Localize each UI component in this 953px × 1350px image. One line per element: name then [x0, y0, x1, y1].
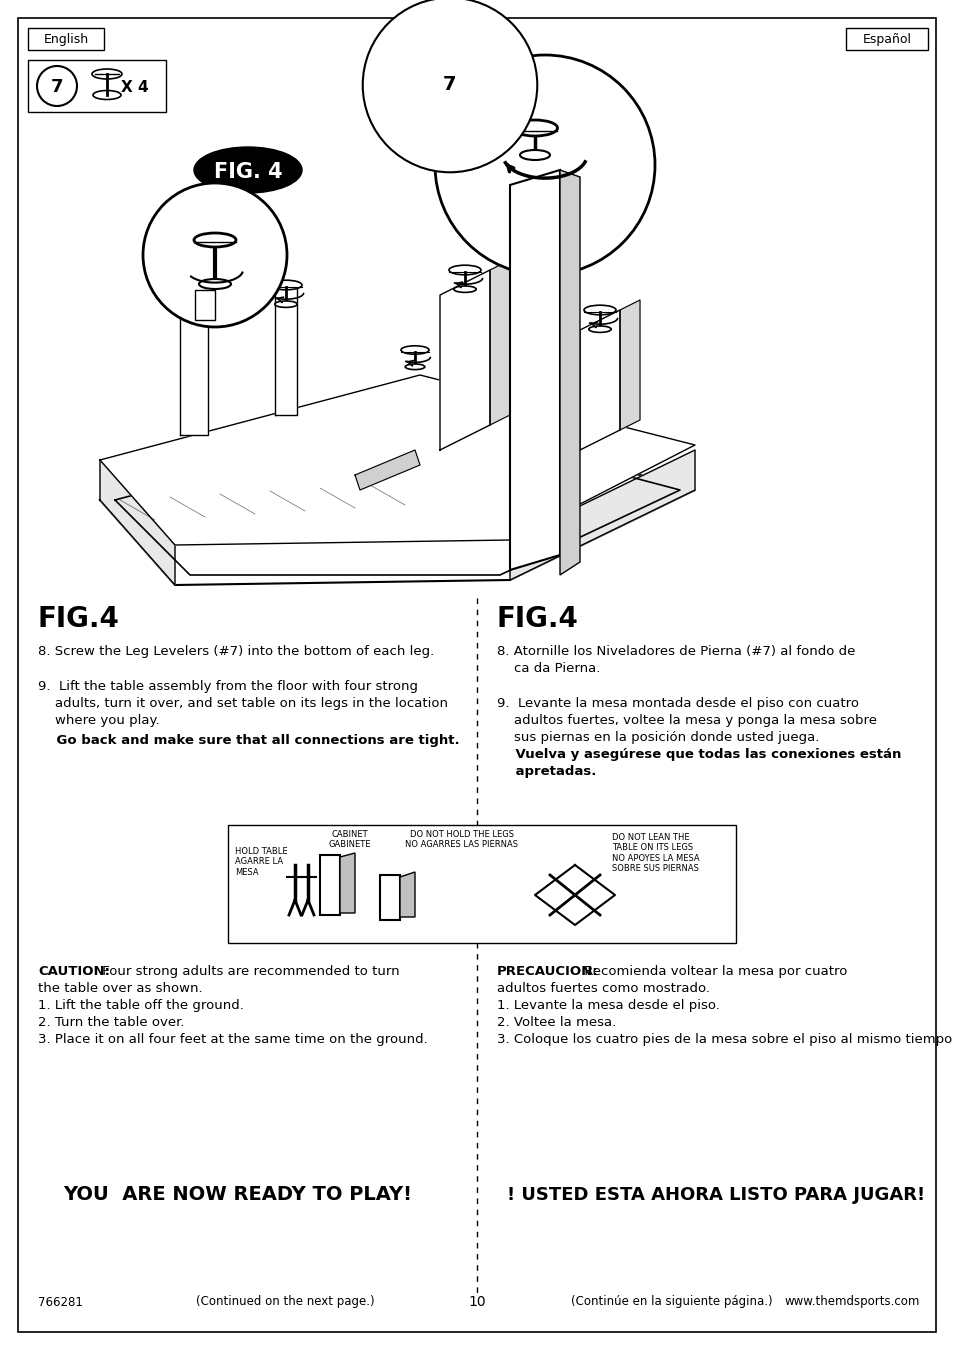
- Text: 7: 7: [443, 76, 456, 95]
- Text: (Continued on the next page.): (Continued on the next page.): [195, 1296, 374, 1308]
- Text: Four strong adults are recommended to turn: Four strong adults are recommended to tu…: [98, 965, 399, 977]
- Text: HOLD TABLE
AGARRE LA
MESA: HOLD TABLE AGARRE LA MESA: [234, 846, 287, 876]
- Text: 1. Lift the table off the ground.: 1. Lift the table off the ground.: [38, 999, 244, 1012]
- Ellipse shape: [449, 265, 480, 275]
- Polygon shape: [559, 170, 579, 575]
- Text: Go back and make sure that all connections are tight.: Go back and make sure that all connectio…: [38, 734, 459, 747]
- Text: FIG.4: FIG.4: [38, 605, 120, 633]
- Polygon shape: [510, 450, 695, 580]
- Text: adultos fuertes, voltee la mesa y ponga la mesa sobre: adultos fuertes, voltee la mesa y ponga …: [497, 714, 876, 728]
- Text: 3. Coloque los cuatro pies de la mesa sobre el piso al mismo tiempo.: 3. Coloque los cuatro pies de la mesa so…: [497, 1033, 953, 1046]
- Text: CAUTION:: CAUTION:: [38, 965, 110, 977]
- Text: adultos fuertes como mostrado.: adultos fuertes como mostrado.: [497, 981, 709, 995]
- Polygon shape: [399, 872, 415, 917]
- Text: 9.  Levante la mesa montada desde el piso con cuatro: 9. Levante la mesa montada desde el piso…: [497, 697, 858, 710]
- Ellipse shape: [512, 120, 557, 136]
- Text: ca da Pierna.: ca da Pierna.: [497, 662, 599, 675]
- Ellipse shape: [274, 301, 297, 308]
- Text: FIG. 4: FIG. 4: [213, 162, 282, 182]
- Text: CABINET
GABINETE: CABINET GABINETE: [329, 830, 371, 849]
- Ellipse shape: [583, 305, 616, 315]
- Polygon shape: [194, 290, 214, 320]
- Polygon shape: [439, 270, 490, 450]
- Bar: [845, 28, 927, 50]
- Polygon shape: [510, 170, 559, 570]
- Ellipse shape: [178, 265, 210, 275]
- Ellipse shape: [519, 150, 550, 161]
- Text: 766281: 766281: [38, 1296, 83, 1308]
- Ellipse shape: [193, 147, 302, 193]
- Text: YOU  ARE NOW READY TO PLAY!: YOU ARE NOW READY TO PLAY!: [64, 1185, 412, 1204]
- Text: X 4: X 4: [121, 80, 149, 94]
- Ellipse shape: [588, 325, 611, 332]
- Polygon shape: [490, 261, 510, 425]
- Circle shape: [435, 55, 655, 275]
- Polygon shape: [379, 875, 399, 919]
- Text: 3. Place it on all four feet at the same time on the ground.: 3. Place it on all four feet at the same…: [38, 1033, 427, 1046]
- Text: the table over as shown.: the table over as shown.: [38, 981, 202, 995]
- Text: 7: 7: [51, 78, 63, 96]
- Text: FIG.4: FIG.4: [497, 605, 578, 633]
- Polygon shape: [535, 865, 615, 925]
- Text: PRECAUCION:: PRECAUCION:: [497, 965, 598, 977]
- Polygon shape: [274, 285, 296, 414]
- Text: DO NOT LEAN THE
TABLE ON ITS LEGS
NO APOYES LA MESA
SOBRE SUS PIERNAS: DO NOT LEAN THE TABLE ON ITS LEGS NO APO…: [612, 833, 699, 873]
- Text: English: English: [44, 34, 89, 46]
- Ellipse shape: [400, 346, 429, 354]
- Text: Recomienda voltear la mesa por cuatro: Recomienda voltear la mesa por cuatro: [579, 965, 846, 977]
- Text: adults, turn it over, and set table on its legs in the location: adults, turn it over, and set table on i…: [38, 697, 448, 710]
- Ellipse shape: [270, 281, 302, 290]
- Text: 2. Turn the table over.: 2. Turn the table over.: [38, 1017, 184, 1029]
- Text: 9.  Lift the table assembly from the floor with four strong: 9. Lift the table assembly from the floo…: [38, 680, 417, 693]
- Polygon shape: [180, 270, 208, 435]
- Ellipse shape: [454, 286, 476, 293]
- Polygon shape: [115, 420, 679, 575]
- Text: ! USTED ESTA AHORA LISTO PARA JUGAR!: ! USTED ESTA AHORA LISTO PARA JUGAR!: [506, 1187, 924, 1204]
- Polygon shape: [100, 414, 695, 585]
- Circle shape: [143, 184, 287, 327]
- Text: 8. Atornille los Niveladores de Pierna (#7) al fondo de: 8. Atornille los Niveladores de Pierna (…: [497, 645, 855, 657]
- Text: (Continúe en la siguiente página.): (Continúe en la siguiente página.): [571, 1296, 772, 1308]
- Polygon shape: [100, 460, 174, 585]
- Polygon shape: [100, 375, 695, 545]
- Ellipse shape: [92, 90, 121, 100]
- Ellipse shape: [183, 286, 205, 293]
- Polygon shape: [619, 300, 639, 431]
- Bar: [228, 825, 735, 944]
- Ellipse shape: [91, 69, 122, 80]
- Ellipse shape: [405, 364, 424, 370]
- Text: 10: 10: [468, 1295, 485, 1309]
- Polygon shape: [579, 310, 619, 450]
- Text: where you play.: where you play.: [38, 714, 159, 728]
- Text: 1. Levante la mesa desde el piso.: 1. Levante la mesa desde el piso.: [497, 999, 720, 1012]
- Text: apretadas.: apretadas.: [497, 765, 596, 778]
- Polygon shape: [319, 855, 339, 915]
- Polygon shape: [355, 450, 419, 490]
- Text: 2. Voltee la mesa.: 2. Voltee la mesa.: [497, 1017, 616, 1029]
- Text: Vuelva y asegúrese que todas las conexiones están: Vuelva y asegúrese que todas las conexio…: [497, 748, 901, 761]
- Text: Español: Español: [862, 34, 910, 46]
- Ellipse shape: [199, 279, 231, 289]
- Text: DO NOT HOLD THE LEGS
NO AGARRES LAS PIERNAS: DO NOT HOLD THE LEGS NO AGARRES LAS PIER…: [405, 830, 518, 849]
- Text: 8. Screw the Leg Levelers (#7) into the bottom of each leg.: 8. Screw the Leg Levelers (#7) into the …: [38, 645, 434, 657]
- Polygon shape: [339, 853, 355, 913]
- Ellipse shape: [193, 234, 235, 247]
- Text: www.themdsports.com: www.themdsports.com: [783, 1296, 919, 1308]
- Text: sus piernas en la posición donde usted juega.: sus piernas en la posición donde usted j…: [497, 730, 819, 744]
- Bar: [28, 28, 104, 50]
- Bar: [28, 59, 166, 112]
